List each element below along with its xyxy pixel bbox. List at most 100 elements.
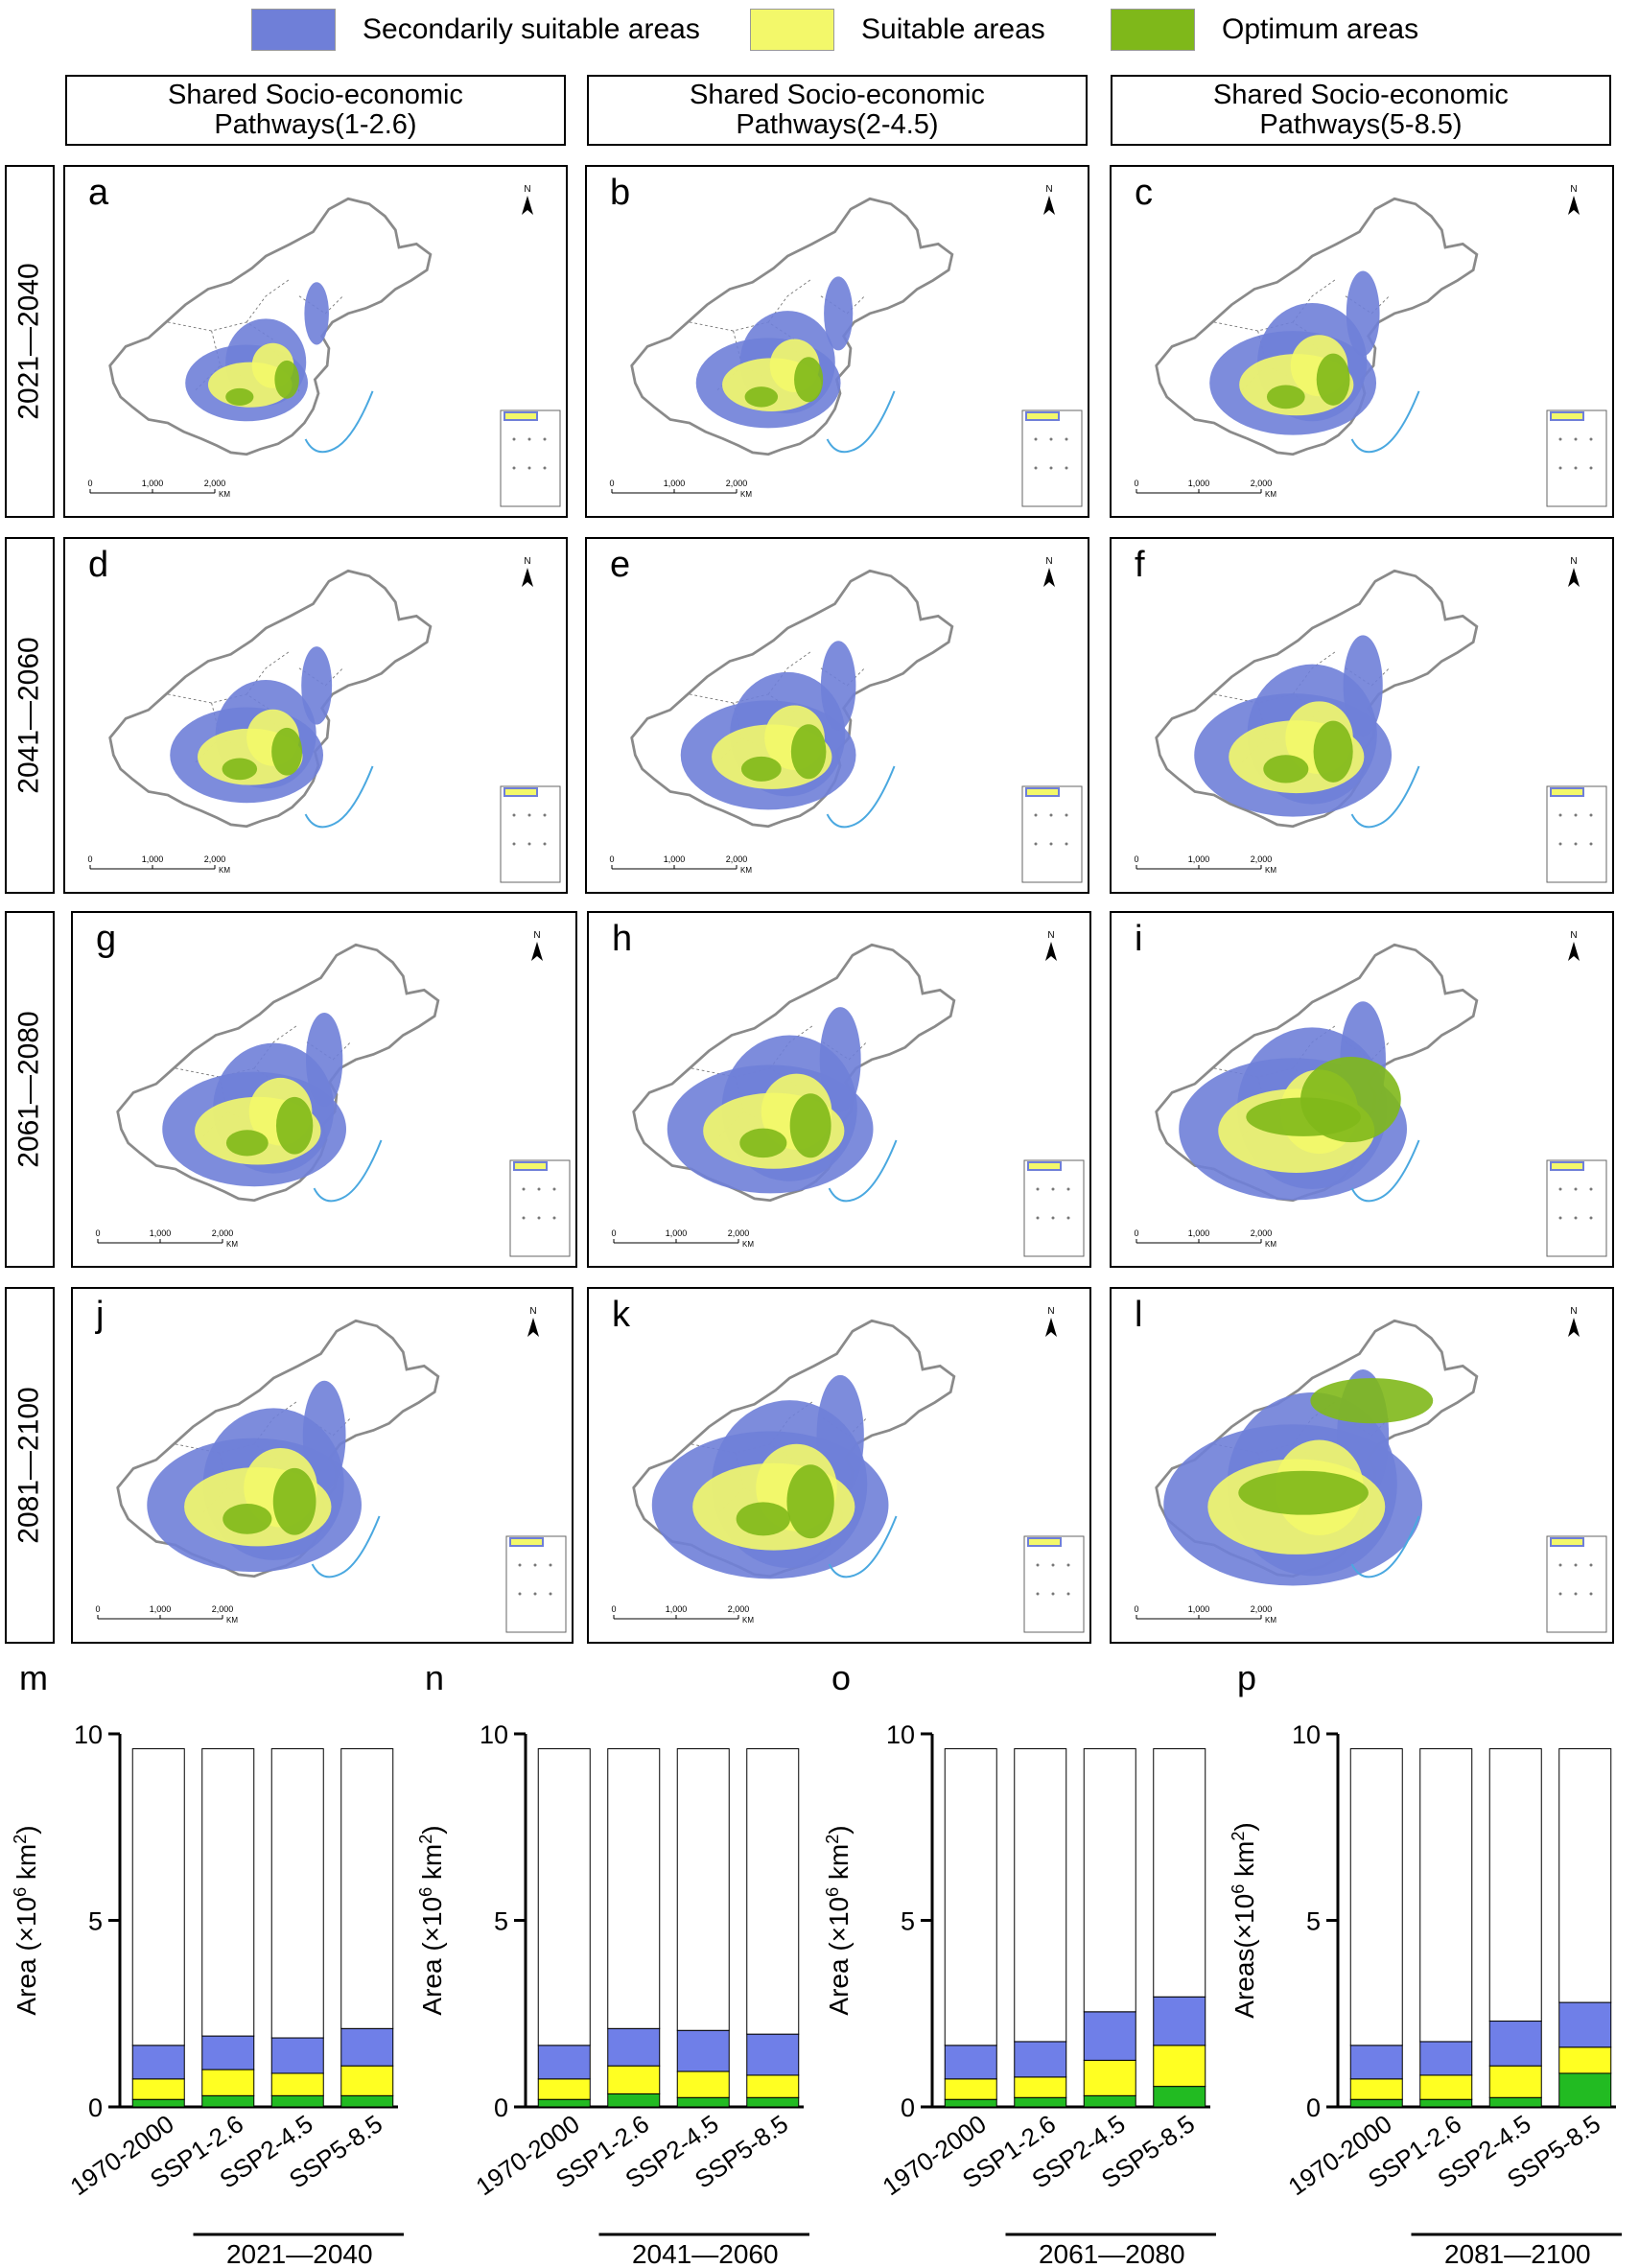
y-axis-label: Area (×106 km2) bbox=[11, 1825, 41, 2015]
scale-tick-label: 0 bbox=[1134, 854, 1138, 864]
china-map: N 0 1,000 2,000 KM bbox=[87, 184, 561, 507]
column-header-ssp1: Shared Socio-economic Pathways(1-2.6) bbox=[65, 75, 566, 146]
bar-suitable bbox=[1014, 2076, 1067, 2098]
inset-island bbox=[527, 813, 531, 817]
panel-letter: h bbox=[612, 919, 633, 959]
panel-letter: i bbox=[1135, 919, 1143, 959]
zones-group bbox=[170, 646, 333, 804]
map-panel-g: g N 0 1,000 2,000 KM bbox=[71, 911, 577, 1268]
south-sea-inset bbox=[1021, 409, 1083, 507]
scale-tick-label: 2,000 bbox=[728, 1604, 750, 1614]
suitability-zone bbox=[824, 276, 854, 351]
row-header-2021-2040: 2021—2040 bbox=[5, 165, 55, 518]
scale-unit: KM bbox=[219, 490, 230, 499]
scale-tick-label: 0 bbox=[611, 1604, 616, 1614]
scale-unit: KM bbox=[226, 1240, 238, 1249]
inset-island bbox=[537, 1216, 541, 1220]
bar-other bbox=[944, 1748, 997, 2046]
inset-island bbox=[537, 1187, 541, 1191]
north-label: N bbox=[524, 184, 530, 195]
bar-secondarily bbox=[1349, 2045, 1403, 2080]
suitability-zone bbox=[786, 1464, 834, 1539]
inset-island bbox=[1558, 1216, 1562, 1220]
bar-optimum bbox=[131, 2098, 185, 2108]
bar-other bbox=[201, 1748, 255, 2037]
panel-letter: j bbox=[96, 1295, 105, 1335]
bar-other bbox=[1488, 1748, 1542, 2022]
bar-secondarily bbox=[607, 2027, 661, 2067]
panel-letter: l bbox=[1135, 1295, 1143, 1335]
inset-zone bbox=[1550, 787, 1584, 797]
inset-island bbox=[1066, 1187, 1070, 1191]
row-header-text: 2021—2040 bbox=[13, 263, 46, 420]
inset-island bbox=[1574, 813, 1578, 817]
inset-island bbox=[1589, 1563, 1593, 1567]
scale-tick-label: 2,000 bbox=[1251, 1228, 1273, 1238]
inset-island bbox=[1589, 1592, 1593, 1596]
suitability-zone bbox=[222, 1504, 272, 1534]
suitability-zone bbox=[225, 387, 254, 406]
inset-island bbox=[518, 1592, 522, 1596]
bar-other bbox=[1558, 1748, 1612, 2003]
coastline bbox=[304, 390, 374, 454]
bar-optimum bbox=[340, 2094, 394, 2108]
bar-optimum bbox=[537, 2098, 591, 2108]
south-sea-inset bbox=[500, 409, 561, 507]
bar-secondarily bbox=[1488, 2021, 1542, 2067]
period-label: 2081—2100 bbox=[1444, 2239, 1591, 2268]
coastline bbox=[1350, 1139, 1420, 1203]
inset-zone bbox=[503, 787, 538, 797]
legend-swatch-secondarily bbox=[251, 9, 336, 51]
inset-island bbox=[1066, 1563, 1070, 1567]
province-boundary bbox=[715, 330, 743, 392]
north-arrow-icon bbox=[531, 942, 543, 961]
zones-group bbox=[651, 1374, 889, 1579]
inset-island bbox=[1558, 1187, 1562, 1191]
suitability-zone bbox=[1343, 635, 1383, 737]
map-panel-j: j N 0 1,000 2,000 KM bbox=[71, 1287, 574, 1644]
inset-island bbox=[1034, 466, 1038, 470]
inset-zone bbox=[1025, 411, 1060, 421]
inset-island bbox=[1558, 466, 1562, 470]
bar-suitable bbox=[131, 2078, 185, 2100]
inset-island bbox=[543, 842, 547, 846]
china-map: N 0 1,000 2,000 KM bbox=[609, 556, 1083, 883]
south-sea-inset bbox=[1546, 785, 1607, 883]
scale-tick-label: 0 bbox=[611, 1228, 616, 1238]
scale-unit: KM bbox=[219, 866, 230, 875]
inset-island bbox=[1574, 1563, 1578, 1567]
coastline bbox=[828, 1139, 898, 1203]
inset-island bbox=[1558, 1592, 1562, 1596]
coastline bbox=[1350, 390, 1420, 454]
zones-group bbox=[695, 276, 854, 429]
scale-tick-label: 2,000 bbox=[726, 479, 748, 488]
bar-suitable bbox=[1419, 2074, 1473, 2100]
map-panel-k: k N 0 1,000 2,000 KM bbox=[587, 1287, 1091, 1644]
suitability-zone bbox=[225, 1130, 269, 1157]
chart-letter: o bbox=[831, 1658, 851, 1697]
coastline bbox=[311, 1515, 381, 1578]
suitability-zone bbox=[819, 1007, 861, 1112]
inset-island bbox=[1574, 1592, 1578, 1596]
zones-group bbox=[162, 1012, 346, 1187]
scale-tick-label: 0 bbox=[1134, 1228, 1138, 1238]
china-map: N 0 1,000 2,000 KM bbox=[87, 556, 561, 883]
bar-secondarily bbox=[676, 2029, 730, 2072]
inset-island bbox=[533, 1592, 537, 1596]
y-tick-label: 5 bbox=[494, 1907, 508, 1936]
panel-letter: k bbox=[612, 1295, 630, 1335]
inset-island bbox=[1574, 842, 1578, 846]
coastline bbox=[1350, 765, 1420, 829]
inset-island bbox=[1036, 1187, 1040, 1191]
zones-group bbox=[1179, 1001, 1408, 1201]
north-label: N bbox=[1045, 184, 1052, 195]
row-header-2041-2060: 2041—2060 bbox=[5, 537, 55, 894]
south-sea-inset bbox=[1546, 409, 1607, 507]
scale-tick-label: 2,000 bbox=[728, 1228, 750, 1238]
map-panel-a: a N 0 1,000 2,000 KM bbox=[63, 165, 568, 518]
suitability-zone bbox=[272, 1467, 316, 1535]
north-arrow-icon bbox=[522, 568, 533, 587]
inset-island bbox=[1034, 813, 1038, 817]
